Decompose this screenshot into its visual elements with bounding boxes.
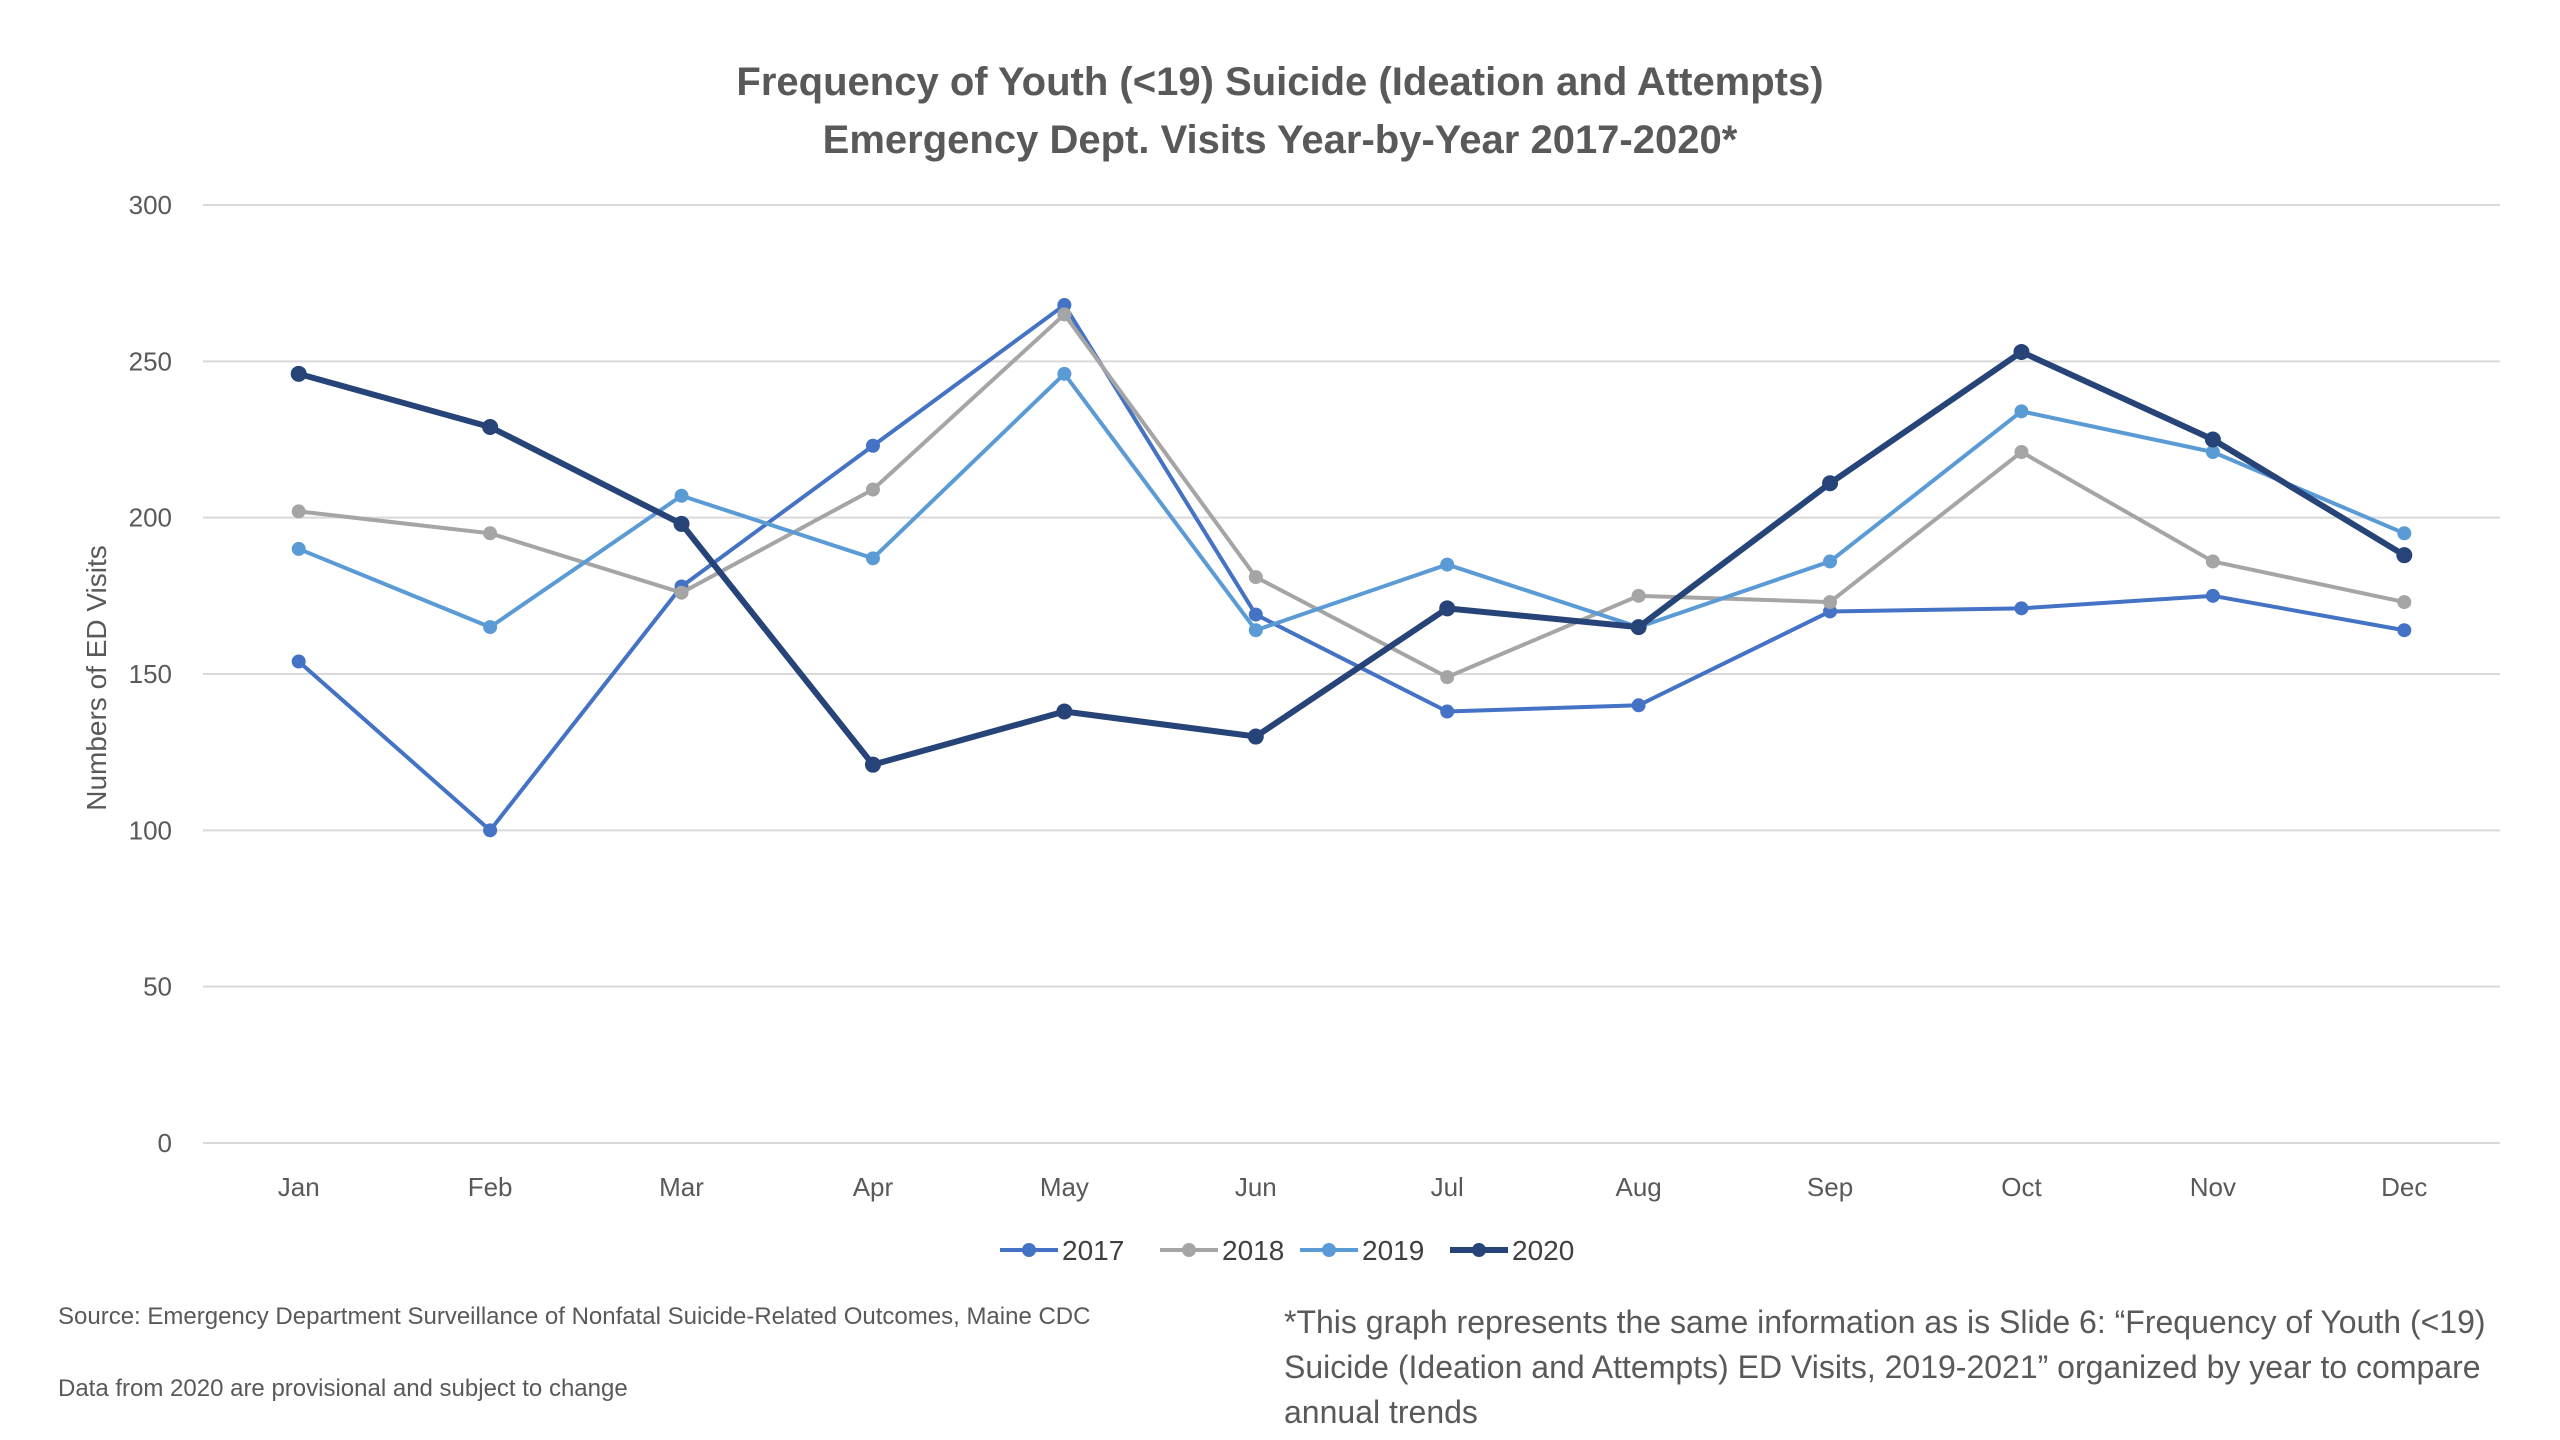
legend-marker [1472,1243,1486,1257]
legend-item: 2018 [1160,1235,1284,1266]
y-tick-label: 100 [129,815,172,845]
data-point [1823,595,1838,610]
legend: 2017 2018 2019 2020 [1000,1235,1574,1266]
data-point [2397,595,2412,610]
data-point [482,418,499,435]
data-point [674,585,689,600]
x-tick-label: Sep [1807,1172,1853,1202]
x-tick-label: Dec [2381,1172,2427,1202]
series-line [298,312,2405,680]
legend-label: 2017 [1062,1235,1124,1266]
gridlines [203,204,2500,1144]
legend-item: 2017 [1000,1235,1124,1266]
y-tick-label: 150 [129,659,172,689]
x-tick-label: Nov [2190,1172,2236,1202]
source-note: Source: Emergency Department Surveillanc… [58,1303,1091,1330]
x-tick-label: May [1040,1172,1089,1202]
data-point [1057,366,1072,381]
data-point [483,823,498,838]
data-point [2397,526,2412,541]
data-point [2205,554,2220,569]
data-point [2013,343,2030,360]
data-point [2205,588,2220,603]
legend-label: 2018 [1222,1235,1284,1266]
data-point [865,551,880,566]
data-point [290,365,307,382]
data-point [1439,600,1456,617]
legend-marker [1022,1243,1036,1257]
chart-title: Frequency of Youth (<19) Suicide (Ideati… [736,60,1823,104]
data-point [291,654,306,669]
y-axis-ticks: 0 50 100 150 200 250 300 [129,190,172,1158]
y-tick-label: 200 [129,503,172,533]
data-point [1248,570,1263,585]
data-point [2204,431,2221,448]
data-point [865,482,880,497]
series-line [297,371,2406,633]
data-point [1631,698,1646,713]
asterisk-footnote: *This graph represents the same informat… [1284,1304,2486,1430]
data-point [2396,547,2413,564]
x-tick-label: Feb [468,1172,513,1202]
data-point [1248,623,1263,638]
data-point [291,541,306,556]
x-tick-label: Jan [278,1172,320,1202]
series-lines [290,298,2413,838]
data-point [483,526,498,541]
legend-item: 2019 [1300,1235,1424,1266]
data-point [1248,607,1263,622]
x-tick-label: Apr [853,1172,894,1202]
data-point [1823,554,1838,569]
data-point [2014,445,2029,460]
series-line [297,348,2406,768]
x-tick-label: Jul [1431,1172,1464,1202]
data-point [1630,619,1647,636]
series-2019 [291,366,2412,638]
legend-label: 2019 [1362,1235,1424,1266]
y-tick-label: 0 [158,1128,172,1158]
series-2017 [291,298,2412,838]
legend-item: 2020 [1450,1235,1574,1266]
data-point [1440,557,1455,572]
y-tick-label: 250 [129,346,172,376]
legend-marker [1182,1243,1196,1257]
x-tick-label: Aug [1615,1172,1661,1202]
x-axis-ticks: Jan Feb Mar Apr May Jun Jul Aug Sep Oct Nov Dec [278,1172,2428,1202]
data-point [864,756,881,773]
provisional-note: Data from 2020 are provisional and subje… [58,1375,628,1402]
data-point [674,488,689,503]
data-point [673,515,690,532]
data-point [1822,475,1839,492]
chart-subtitle: Emergency Dept. Visits Year-by-Year 2017… [823,118,1738,162]
y-axis-label: Numbers of ED Visits [81,545,112,811]
series-2020 [290,343,2413,773]
x-tick-label: Mar [659,1172,704,1202]
data-point [1440,704,1455,719]
legend-label: 2020 [1512,1235,1574,1266]
data-point [2014,404,2029,419]
data-point [1057,307,1072,322]
data-point [865,438,880,453]
data-point [291,504,306,519]
data-point [1247,728,1264,745]
y-tick-label: 300 [129,190,172,220]
x-tick-label: Jun [1235,1172,1277,1202]
data-point [2397,623,2412,638]
data-point [2205,445,2220,460]
y-tick-label: 50 [143,972,172,1002]
series-2018 [291,307,2412,685]
data-point [1631,588,1646,603]
data-point [1056,703,1073,720]
x-tick-label: Oct [2001,1172,2042,1202]
data-point [2014,601,2029,616]
series-line [297,303,2405,833]
data-point [1440,670,1455,685]
legend-marker [1322,1243,1336,1257]
data-point [483,620,498,635]
